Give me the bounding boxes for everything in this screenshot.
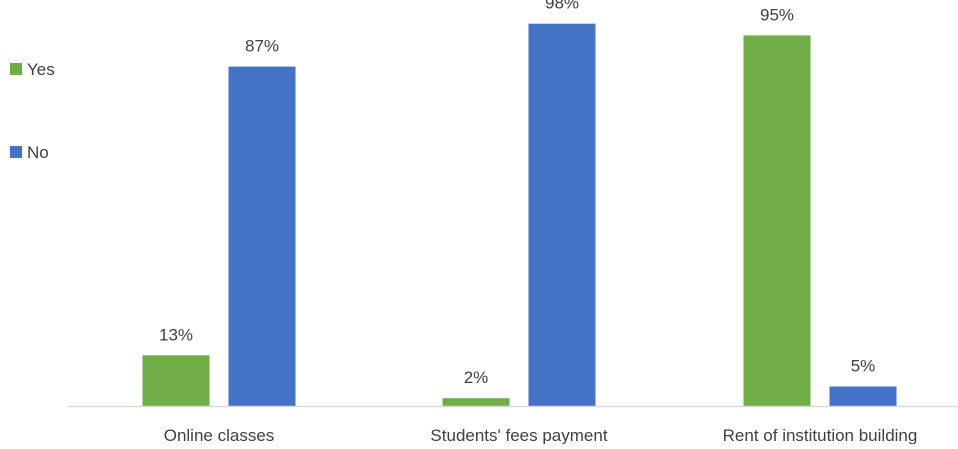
bar-no-0 [228, 66, 296, 406]
category-label-0: Online classes [164, 426, 275, 444]
data-label-no-0: 87% [245, 37, 279, 56]
bar-yes-2 [743, 35, 811, 407]
legend-label-yes: Yes [27, 60, 55, 79]
legend-swatch-yes [10, 63, 22, 75]
bars [142, 23, 897, 407]
bar-no-2 [829, 386, 897, 406]
data-label-yes-1: 2% [464, 368, 489, 387]
category-label-1: Students' fees payment [430, 426, 607, 444]
data-labels: 13% 2% 95% 87% 98% 5% [159, 0, 875, 387]
bar-yes-0 [142, 355, 210, 406]
data-label-yes-2: 95% [760, 5, 794, 24]
legend-label-no: No [27, 143, 49, 162]
category-labels: Online classes Students' fees payment Rent… [164, 426, 918, 445]
data-label-yes-0: 13% [159, 325, 193, 344]
data-label-no-2: 5% [851, 357, 876, 376]
bar-yes-1 [442, 398, 510, 406]
legend: Yes No [10, 60, 55, 162]
data-label-no-1: 98% [545, 0, 579, 13]
legend-swatch-no [10, 146, 22, 158]
category-label-2: Rent of institution building [723, 426, 918, 444]
bar-no-1 [528, 23, 596, 406]
